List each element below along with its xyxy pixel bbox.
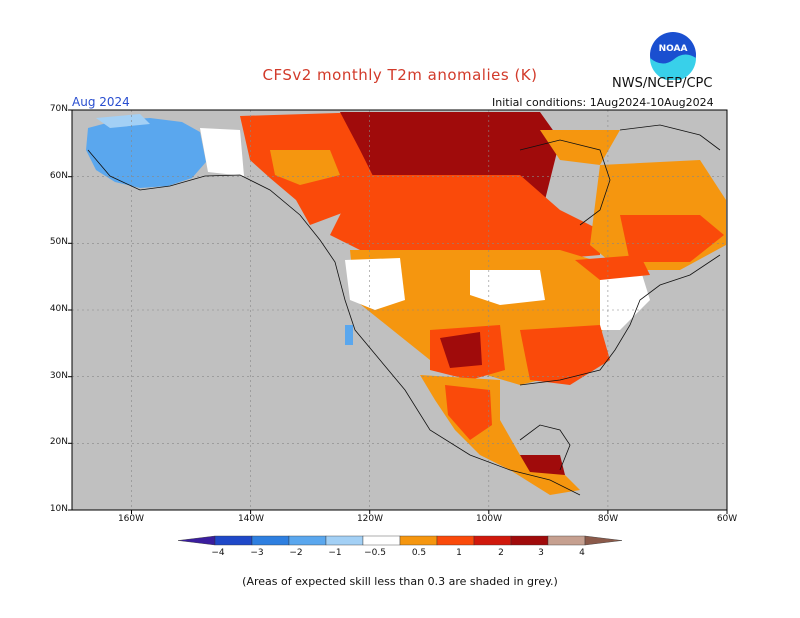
colorbar-label: 3 [538,548,544,558]
lon-label: 140W [237,514,265,524]
colorbar-label: 0.5 [411,548,427,558]
agency-label: NWS/NCEP/CPC [612,76,713,91]
colorbar-swatch [399,535,438,546]
colorbar-swatch [325,535,364,546]
colorbar-swatch [288,535,327,546]
colorbar-swatch [510,535,549,546]
lon-label: 160W [117,514,145,524]
colorbar [177,535,623,546]
colorbar-label: −1 [328,548,342,558]
lat-label: 50N [49,237,68,247]
lat-label: 10N [49,504,68,514]
lat-label: 70N [49,104,68,114]
lat-label: 40N [49,304,68,314]
lon-label: 80W [597,514,619,524]
coastlines [87,124,721,496]
colorbar-label: −2 [289,548,303,558]
noaa-logo: NOAA [650,32,696,80]
month-label: Aug 2024 [72,95,130,109]
colorbar-swatch [214,535,253,546]
anomaly-field [86,112,726,495]
colorbar-swatch [251,535,290,546]
colorbar-swatch [473,535,512,546]
colorbar-swatch [362,535,401,546]
lat-label: 30N [49,371,68,381]
colorbar-label: 4 [579,548,585,558]
graticule [72,110,727,510]
colorbar-swatch [547,535,586,546]
axis-ticks [68,109,728,514]
logo-text: NOAA [659,44,688,54]
chart-title: CFSv2 monthly T2m anomalies (K) [262,66,538,84]
colorbar-swatch [177,535,216,546]
lon-label: 60W [716,514,738,524]
colorbar-swatch [584,535,623,546]
lat-label: 60N [49,171,68,181]
colorbar-label: −0.5 [364,548,386,558]
colorbar-label: −3 [250,548,264,558]
colorbar-label: −4 [211,548,225,558]
lat-label: 20N [49,437,68,447]
init-conditions: Initial conditions: 1Aug2024-10Aug2024 [492,96,714,109]
colorbar-label: 2 [498,548,504,558]
footnote: (Areas of expected skill less than 0.3 a… [242,575,558,588]
lon-label: 120W [356,514,384,524]
lon-label: 100W [475,514,503,524]
colorbar-label: 1 [456,548,462,558]
colorbar-swatch [436,535,475,546]
